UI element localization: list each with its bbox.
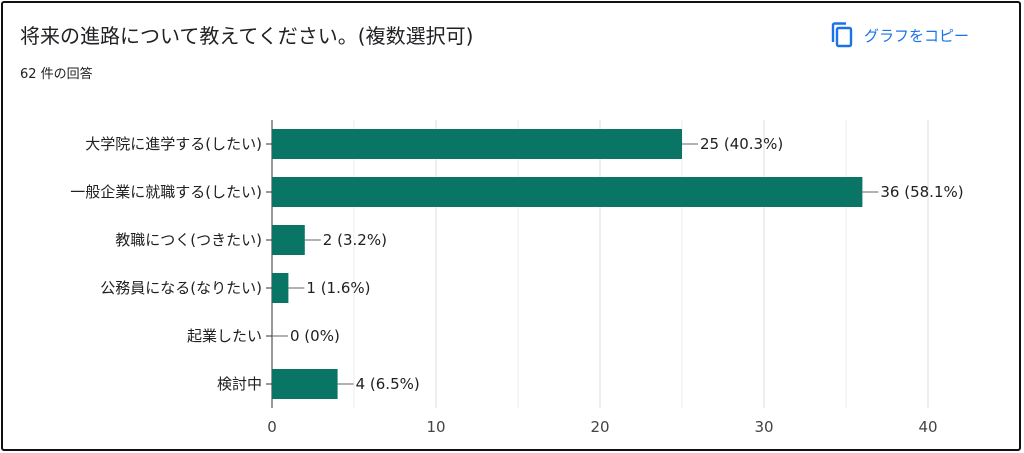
x-axis-tick-labels: 0 10 20 30 40	[267, 418, 937, 436]
value-label: 2 (3.2%)	[323, 231, 387, 249]
copy-icon	[830, 21, 854, 49]
value-label: 25 (40.3%)	[700, 135, 783, 153]
value-label: 36 (58.1%)	[880, 183, 963, 201]
bar[interactable]	[272, 273, 289, 303]
bars	[272, 129, 863, 399]
bar[interactable]	[272, 369, 338, 399]
gridlines	[266, 120, 929, 408]
bar[interactable]	[272, 177, 863, 207]
x-tick-label: 0	[267, 418, 277, 436]
value-label: 1 (1.6%)	[306, 279, 370, 297]
value-label: 0 (0%)	[290, 327, 340, 345]
category-labels: 大学院に進学する(したい) 一般企業に就職する(したい) 教職につく(つきたい) 公務…	[70, 135, 262, 393]
value-label: 4 (6.5%)	[356, 375, 420, 393]
category-label: 一般企業に就職する(したい)	[70, 183, 262, 201]
category-label: 起業したい	[187, 327, 262, 345]
category-label: 検討中	[217, 375, 262, 393]
category-label: 教職につく(つきたい)	[115, 231, 262, 249]
copy-button-label: グラフをコピー	[864, 26, 970, 45]
x-tick-label: 40	[918, 418, 937, 436]
value-labels: 25 (40.3%) 36 (58.1%) 2 (3.2%) 1 (1.6%) 0 (0…	[272, 135, 964, 393]
category-label: 公務員になる(なりたい)	[100, 279, 262, 297]
question-title: 将来の進路について教えてください。(複数選択可)	[20, 24, 474, 48]
bar[interactable]	[272, 129, 682, 159]
x-tick-label: 30	[754, 418, 773, 436]
category-label: 大学院に進学する(したい)	[85, 135, 262, 153]
x-tick-label: 20	[590, 418, 609, 436]
copy-chart-button[interactable]: グラフをコピー	[830, 20, 969, 50]
bar[interactable]	[272, 225, 305, 255]
response-count: 62 件の回答	[20, 67, 93, 82]
x-tick-label: 10	[426, 418, 445, 436]
